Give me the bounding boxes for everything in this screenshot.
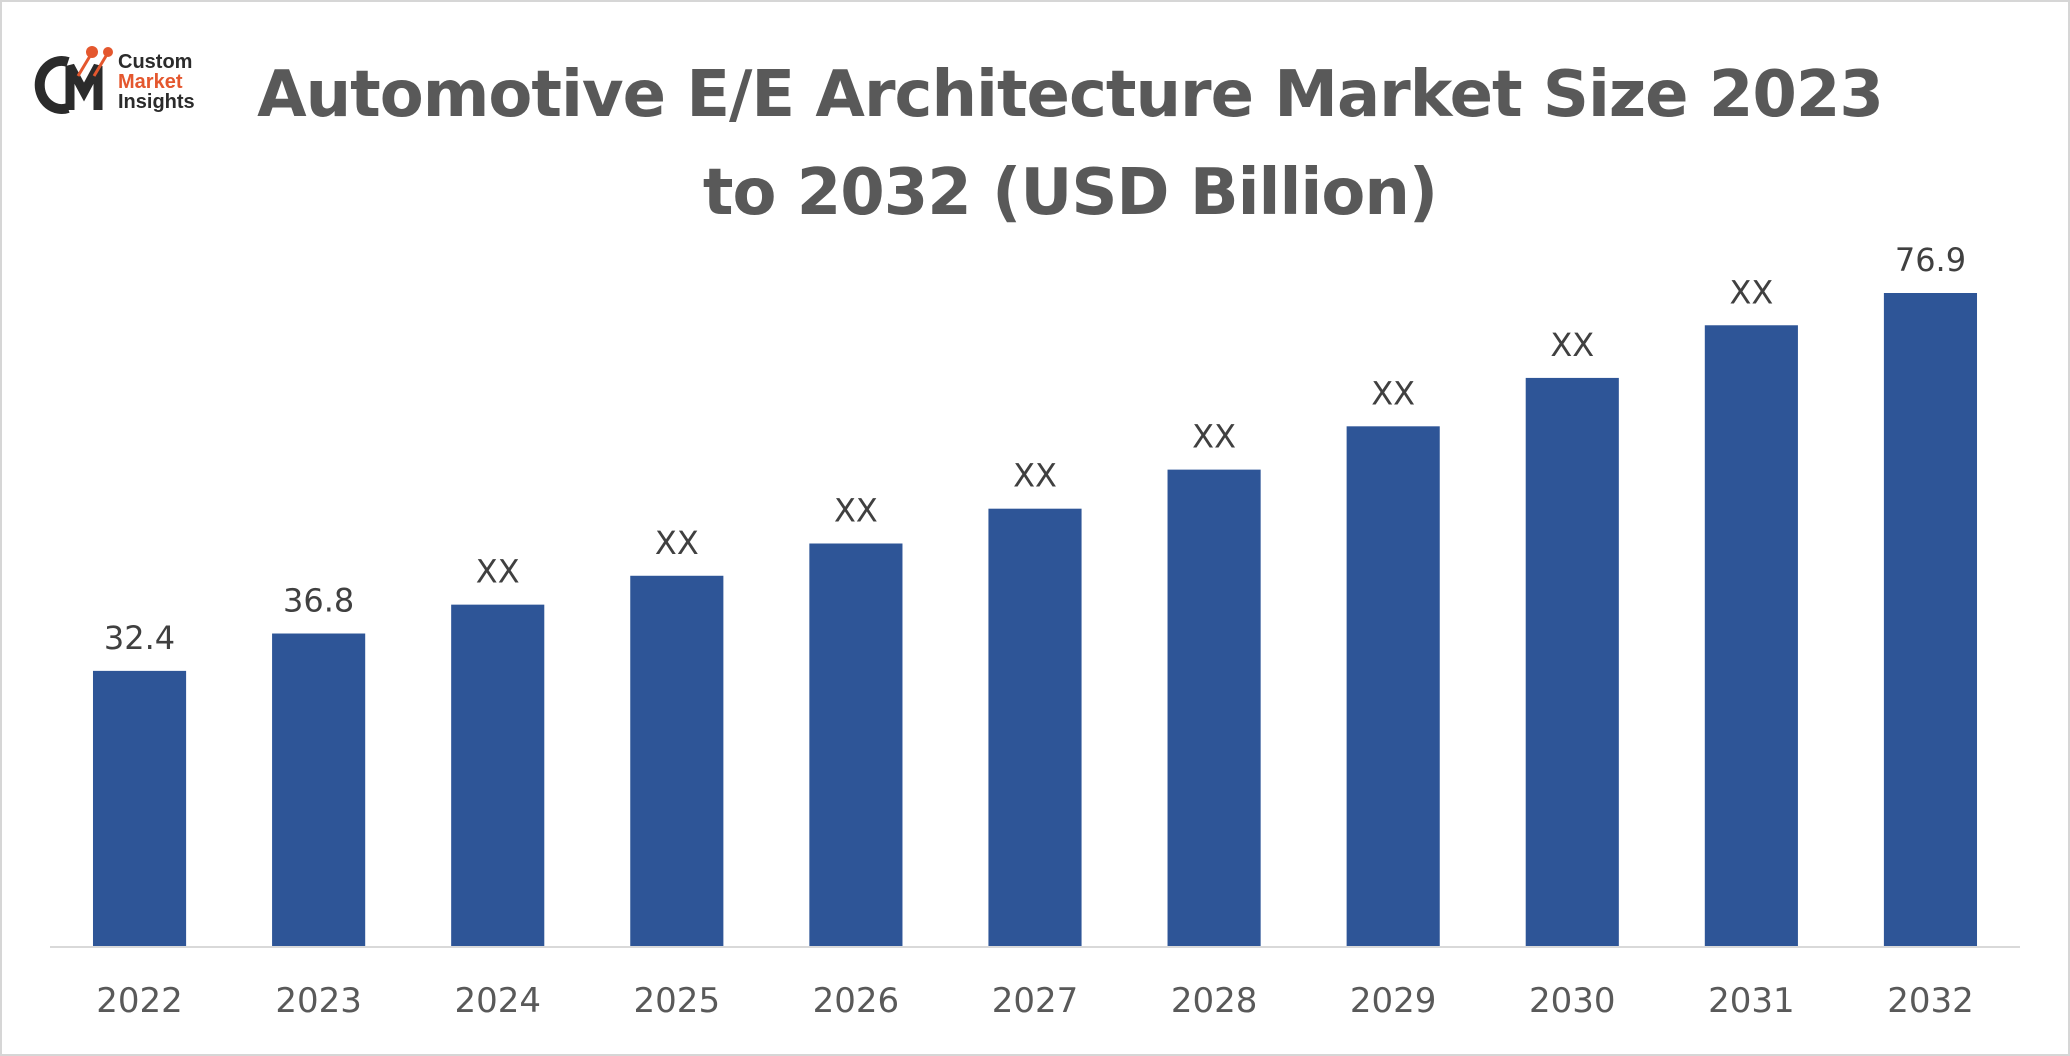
data-label-2026: XX: [834, 492, 878, 530]
x-tick-labels-group: 2022 2023 2024 2025 2026 2027 2028 2029 2030 2031…: [96, 981, 1973, 1021]
bar-2030: [1525, 377, 1619, 946]
data-labels-group: 32.4 36.8 XX XX XX XX XX XX XX XX 76.9: [104, 241, 1966, 657]
data-label-2024: XX: [476, 553, 520, 591]
logo-line-insights: Insights: [118, 91, 195, 113]
data-label-2032: 76.9: [1895, 241, 1966, 279]
data-label-2022: 32.4: [104, 619, 175, 657]
x-tick-label-2022: 2022: [96, 981, 183, 1021]
x-tick-label-2025: 2025: [634, 981, 721, 1021]
bar-2024: [451, 604, 545, 946]
bars-group: [92, 293, 1978, 947]
bar-2027: [988, 508, 1082, 946]
logo-line-custom: Custom: [118, 51, 193, 73]
bar-2026: [809, 543, 903, 946]
x-tick-label-2030: 2030: [1529, 981, 1616, 1021]
data-label-2027: XX: [1013, 457, 1057, 495]
bar-2028: [1167, 469, 1261, 946]
company-logo: Custom Market Insights: [30, 38, 230, 122]
data-label-2031: XX: [1729, 273, 1773, 311]
data-label-2023: 36.8: [283, 582, 354, 620]
data-label-2030: XX: [1550, 326, 1594, 364]
bar-2029: [1346, 426, 1440, 947]
bar-2032: [1883, 293, 1978, 946]
data-label-2025: XX: [655, 524, 699, 562]
x-tick-label-2026: 2026: [813, 981, 900, 1021]
bar-2023: [272, 633, 366, 946]
x-tick-label-2024: 2024: [454, 981, 541, 1021]
x-tick-label-2023: 2023: [275, 981, 362, 1021]
data-label-2029: XX: [1371, 374, 1415, 412]
cmi-logo-icon: [34, 46, 113, 114]
logo-wordmark: Custom Market Insights: [118, 52, 195, 112]
logo-line-market: Market: [118, 71, 183, 93]
bar-2022: [92, 670, 187, 946]
x-tick-label-2031: 2031: [1708, 981, 1795, 1021]
x-tick-label-2032: 2032: [1887, 981, 1974, 1021]
x-tick-label-2027: 2027: [992, 981, 1079, 1021]
x-tick-label-2029: 2029: [1350, 981, 1437, 1021]
bar-2025: [630, 575, 724, 946]
bar-2031: [1704, 325, 1798, 946]
data-label-2028: XX: [1192, 418, 1236, 456]
x-tick-label-2028: 2028: [1171, 981, 1258, 1021]
chart-title: Automotive E/E Architecture Market Size …: [257, 58, 1884, 230]
